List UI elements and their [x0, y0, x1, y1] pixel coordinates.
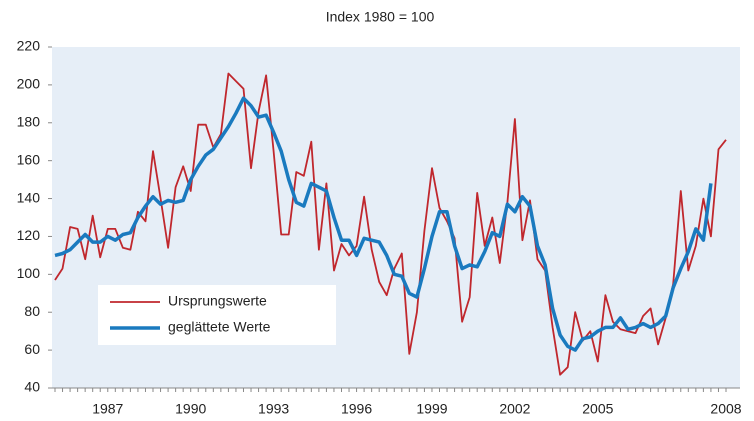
- y-tick-label: 80: [24, 303, 40, 319]
- legend-label: geglättete Werte: [168, 319, 271, 335]
- y-tick-label: 220: [17, 38, 41, 54]
- x-tick-label: 1987: [92, 401, 123, 417]
- chart-title: Index 1980 = 100: [326, 9, 435, 25]
- x-tick-label: 2008: [710, 401, 741, 417]
- y-tick-label: 100: [17, 265, 41, 281]
- series-line: [54, 72, 727, 376]
- y-tick-label: 160: [17, 151, 41, 167]
- x-tick-label: 1993: [258, 401, 289, 417]
- y-tick-label: 120: [17, 227, 41, 243]
- x-tick-label: 2005: [582, 401, 613, 417]
- legend-label: Ursprungswerte: [168, 293, 267, 309]
- legend-box: [98, 285, 336, 345]
- series-line: [54, 96, 713, 352]
- y-tick-label: 140: [17, 189, 41, 205]
- y-tick-label: 200: [17, 76, 41, 92]
- x-tick-label: 1999: [416, 401, 447, 417]
- y-tick-label: 180: [17, 113, 41, 129]
- x-tick-label: 2002: [499, 401, 530, 417]
- x-tick-label: 1990: [175, 401, 206, 417]
- y-tick-label: 60: [24, 341, 40, 357]
- y-tick-label: 40: [24, 379, 40, 395]
- x-tick-label: 1996: [341, 401, 372, 417]
